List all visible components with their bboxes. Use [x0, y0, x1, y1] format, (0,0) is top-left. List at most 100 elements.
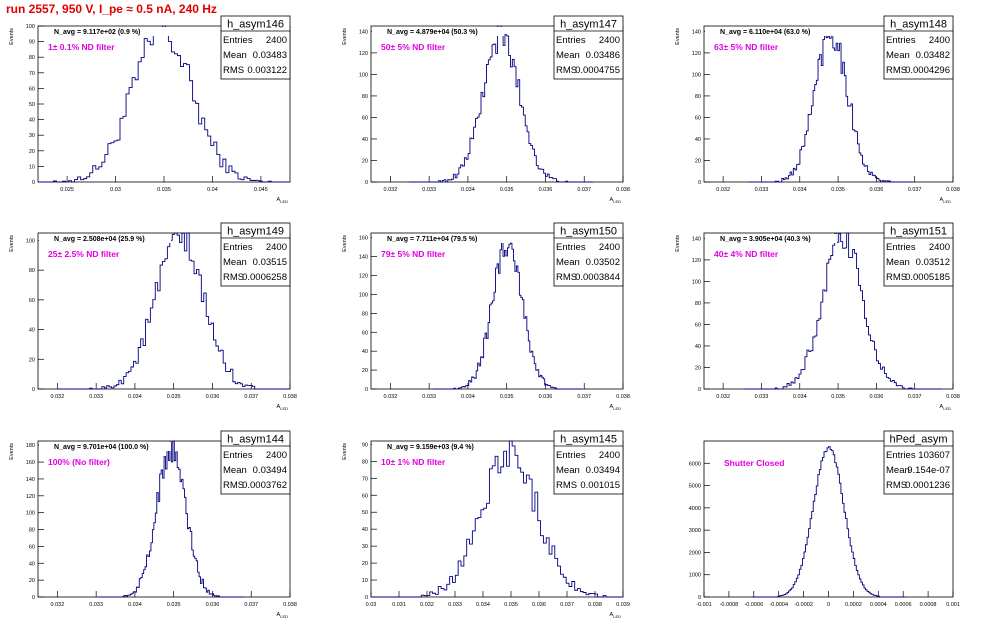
x-tick-label: 0.0004	[870, 602, 887, 608]
stats-mean-value: 0.03486	[586, 50, 620, 61]
x-tick-label: -0.0008	[720, 602, 739, 608]
stats-box	[220, 15, 291, 80]
stats-entries-label: Entries	[886, 242, 916, 253]
y-tick-label: 80	[29, 55, 35, 61]
y-tick-label: 30	[362, 544, 368, 550]
stats-entries-value: 2400	[599, 35, 620, 46]
y-tick-label: 40	[29, 118, 35, 124]
y-tick-label: 100	[692, 279, 701, 285]
x-tick-label: 0.033	[448, 602, 462, 608]
x-tick-label: 0.035	[831, 187, 845, 193]
navg-title: N_avg = 9.117e+02 (0.9 %)	[54, 29, 140, 36]
stats-box	[220, 222, 291, 287]
x-axis-label: ALED	[610, 612, 622, 619]
y-tick-label: 100	[692, 72, 701, 78]
x-tick-label: 0.036	[539, 187, 553, 193]
histogram-series	[743, 232, 942, 390]
x-tick-label: 0.033	[89, 394, 103, 400]
x-tick-label: 0.036	[870, 394, 884, 400]
title-background	[39, 234, 171, 243]
histogram-panel: 0 20 40 60 80 100 120 140 160 180 0.032 0.033 0.034 0…	[9, 430, 297, 619]
stats-rms-label: RMS	[886, 480, 907, 491]
y-tick-label: 120	[359, 274, 368, 280]
filter-label: Shutter Closed	[724, 458, 784, 468]
y-tick-label: 20	[29, 578, 35, 584]
histogram-name: h_asym144	[227, 434, 284, 446]
x-tick-label: 0.032	[384, 187, 398, 193]
stats-rms-value: 0.0005185	[905, 272, 950, 283]
y-tick-label: 160	[26, 460, 35, 466]
x-axis-label: ALED	[277, 612, 289, 619]
x-tick-label: 0.038	[616, 187, 630, 193]
x-tick-label: 0.032	[51, 602, 65, 608]
histogram-name: h_asym150	[560, 226, 617, 238]
y-tick-label: 5000	[689, 484, 701, 490]
histogram-panel: 0 20 40 60 80 100 120 140 0.032 0.033 0.034 0.035 0.…	[675, 222, 960, 411]
y-tick-label: 140	[26, 477, 35, 483]
y-tick-label: 0	[365, 180, 368, 186]
y-tick-label: 140	[359, 29, 368, 35]
stats-box	[883, 15, 954, 80]
y-axis-label: Events	[9, 28, 15, 45]
y-tick-label: 60	[695, 322, 701, 328]
x-tick-label: 0.034	[128, 394, 142, 400]
y-tick-label: 40	[29, 561, 35, 567]
navg-title: N_avg = 2.508e+04 (25.9 %)	[54, 236, 145, 243]
filter-label: 10± 1% ND filter	[381, 457, 446, 467]
x-tick-label: 0.035	[504, 602, 518, 608]
navg-title: N_avg = 7.711e+04 (79.5 %)	[387, 236, 477, 243]
histogram-name: h_asym148	[890, 19, 947, 31]
y-tick-label: 60	[362, 330, 368, 336]
filter-label: 79± 5% ND filter	[381, 249, 446, 259]
y-tick-label: 4000	[689, 506, 701, 512]
stats-mean-value: 0.03512	[916, 257, 950, 268]
histogram-panel: 0 20 40 60 80 100 120 140 0.032 0.033 0.034 0.035 0.…	[342, 15, 630, 204]
y-tick-label: 60	[29, 298, 35, 304]
histogram-name: h_asym145	[560, 434, 617, 446]
stats-rms-label: RMS	[886, 65, 907, 76]
x-tick-label: 0.032	[716, 187, 730, 193]
x-tick-label: 0.036	[206, 394, 220, 400]
x-tick-label: 0.037	[244, 602, 258, 608]
histogram-series	[98, 440, 245, 598]
y-tick-label: 80	[29, 268, 35, 274]
x-tick-label: 0.038	[946, 394, 960, 400]
x-tick-label: 0.034	[793, 394, 807, 400]
x-tick-label: 0.037	[244, 394, 258, 400]
y-tick-label: 40	[29, 328, 35, 334]
stats-entries-value: 2400	[599, 450, 620, 461]
y-tick-label: 50	[362, 510, 368, 516]
stats-rms-label: RMS	[886, 272, 907, 283]
y-tick-label: 60	[362, 115, 368, 121]
y-tick-label: 40	[695, 344, 701, 350]
title-background	[372, 442, 504, 451]
y-tick-label: 0	[698, 595, 701, 601]
y-tick-label: 90	[29, 40, 35, 46]
stats-entries-label: Entries	[886, 35, 916, 46]
histogram-name: h_asym146	[227, 19, 284, 31]
stats-mean-label: Mean	[556, 465, 580, 476]
y-tick-label: 80	[695, 94, 701, 100]
stats-entries-label: Entries	[886, 450, 916, 461]
stats-rms-value: 0.0003762	[242, 480, 287, 491]
filter-label: 63± 5% ND filter	[714, 42, 779, 52]
y-tick-label: 60	[29, 86, 35, 92]
histogram-series	[38, 25, 290, 183]
x-tick-label: 0.032	[716, 394, 730, 400]
y-tick-label: 40	[695, 137, 701, 143]
stats-mean-value: 0.03494	[586, 465, 620, 476]
y-tick-label: 2000	[689, 550, 701, 556]
y-axis-label: Events	[675, 235, 681, 252]
filter-label: 40± 4% ND filter	[714, 249, 779, 259]
y-tick-label: 0	[32, 595, 35, 601]
stats-entries-label: Entries	[223, 450, 253, 461]
histogram-series	[432, 240, 582, 390]
x-axis-label: ALED	[610, 404, 622, 411]
stats-mean-value: 0.03494	[253, 465, 287, 476]
y-tick-label: 120	[692, 258, 701, 264]
y-tick-label: 140	[692, 236, 701, 242]
x-tick-label: 0.0008	[920, 602, 937, 608]
title-background	[372, 27, 504, 36]
y-axis-label: Events	[9, 443, 15, 460]
